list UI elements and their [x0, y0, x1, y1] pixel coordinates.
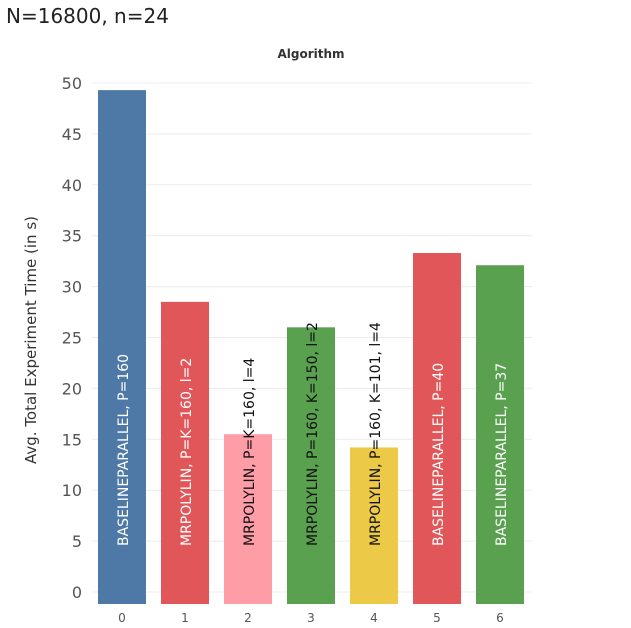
- y-tick-label: 15: [62, 430, 82, 449]
- bar-label: BASELINEPARALLEL, P=40: [431, 363, 447, 546]
- y-axis-label: Avg. Total Experiment Time (in s): [22, 216, 40, 464]
- y-tick-label: 30: [62, 278, 82, 297]
- y-tick-label: 40: [62, 176, 82, 195]
- chart-title: Algorithm: [277, 47, 344, 61]
- y-tick-label: 5: [72, 532, 82, 551]
- bar-label: MRPOLYLIN, P=160, K=150, l=2: [305, 322, 321, 546]
- y-tick-label: 10: [62, 481, 82, 500]
- bar-label: MRPOLYLIN, P=160, K=101, l=4: [368, 322, 384, 546]
- y-tick-label: 20: [62, 379, 82, 398]
- bar-label: BASELINEPARALLEL, P=160: [116, 354, 132, 546]
- y-tick-label: 25: [62, 329, 82, 348]
- bar-5: [413, 253, 461, 605]
- x-tick-label: 3: [307, 611, 315, 625]
- bar-4: [350, 447, 398, 604]
- bars: BASELINEPARALLEL, P=160 MRPOLYLIN, P=K=16…: [98, 90, 524, 605]
- y-axis-ticks: 0 5 10 15 20 25 30 35 40 45 50: [62, 74, 82, 602]
- x-tick-label: 0: [118, 611, 126, 625]
- bar-6: [476, 265, 524, 604]
- bar-2: [224, 434, 272, 604]
- bar-label: BASELINEPARALLEL, P=37: [494, 363, 510, 546]
- bar-3: [287, 327, 335, 604]
- y-tick-label: 45: [62, 125, 82, 144]
- bar-0: [98, 90, 146, 605]
- x-tick-label: 1: [181, 611, 189, 625]
- y-tick-label: 35: [62, 227, 82, 246]
- chart-subtitle: N=16800, n=24: [6, 4, 169, 28]
- x-tick-label: 5: [433, 611, 441, 625]
- y-tick-label: 0: [72, 583, 82, 602]
- x-tick-label: 6: [496, 611, 504, 625]
- bar-label: MRPOLYLIN, P=K=160, l=2: [179, 358, 195, 546]
- y-tick-label: 50: [62, 74, 82, 93]
- x-tick-label: 2: [244, 611, 252, 625]
- bar-1: [161, 301, 209, 604]
- x-tick-label: 4: [370, 611, 378, 625]
- x-axis-ticks: 0 1 2 3 4 5 6: [118, 611, 504, 625]
- bar-label: MRPOLYLIN, P=K=160, l=4: [242, 358, 258, 546]
